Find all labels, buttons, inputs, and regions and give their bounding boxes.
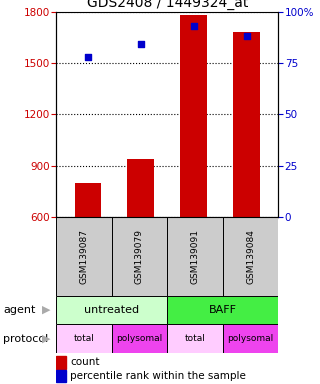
Bar xyxy=(233,32,260,217)
Point xyxy=(85,54,90,60)
Bar xyxy=(112,217,167,296)
Bar xyxy=(223,217,278,296)
Bar xyxy=(112,324,167,353)
Bar xyxy=(56,217,112,296)
Text: GSM139079: GSM139079 xyxy=(135,229,144,284)
Bar xyxy=(167,217,223,296)
Text: total: total xyxy=(185,334,205,343)
Text: agent: agent xyxy=(3,305,36,315)
Text: GSM139091: GSM139091 xyxy=(190,229,199,284)
Bar xyxy=(180,15,207,217)
Bar xyxy=(56,356,66,369)
Point xyxy=(191,23,196,29)
Text: BAFF: BAFF xyxy=(209,305,237,315)
Bar xyxy=(167,324,223,353)
Bar xyxy=(127,159,154,217)
Text: polysomal: polysomal xyxy=(116,334,163,343)
Bar xyxy=(56,296,167,324)
Text: GSM139084: GSM139084 xyxy=(246,229,255,284)
Bar xyxy=(56,324,112,353)
Text: ▶: ▶ xyxy=(42,305,51,315)
Bar xyxy=(223,324,278,353)
Text: polysomal: polysomal xyxy=(228,334,274,343)
Bar xyxy=(56,370,66,382)
Bar xyxy=(167,296,278,324)
Text: ▶: ▶ xyxy=(42,334,51,344)
Text: protocol: protocol xyxy=(3,334,48,344)
Bar xyxy=(75,183,101,217)
Title: GDS2408 / 1449324_at: GDS2408 / 1449324_at xyxy=(86,0,248,10)
Point xyxy=(138,41,143,48)
Text: GSM139087: GSM139087 xyxy=(79,229,88,284)
Text: total: total xyxy=(73,334,94,343)
Text: percentile rank within the sample: percentile rank within the sample xyxy=(70,371,246,381)
Text: count: count xyxy=(70,358,100,367)
Text: untreated: untreated xyxy=(84,305,139,315)
Point xyxy=(244,33,249,39)
